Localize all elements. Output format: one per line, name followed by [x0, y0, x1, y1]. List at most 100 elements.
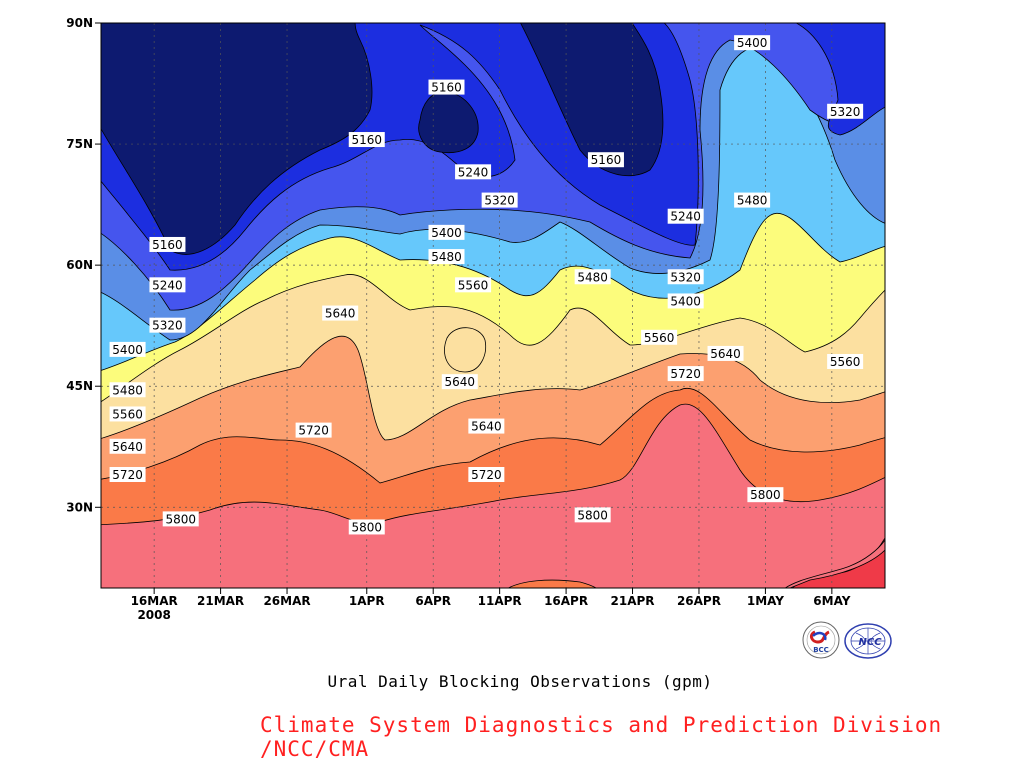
band-5560-5640-cell [444, 327, 487, 373]
plot-frame [100, 22, 886, 589]
contour-label-text: 5640 [445, 375, 476, 389]
contour-label-box [109, 341, 146, 357]
contour-label-text: 5800 [165, 512, 196, 526]
contour-label: 5400 [109, 341, 146, 357]
contour-label-box [734, 192, 771, 208]
contour-label-box [574, 269, 611, 285]
contour-label: 5480 [428, 249, 465, 264]
x-tick-label: 26MAR [263, 594, 310, 608]
contour-label-box [827, 354, 864, 369]
contour-label-text: 5800 [577, 508, 608, 522]
contour-label-box [428, 79, 465, 95]
contour-label: 5320 [149, 317, 186, 333]
contour-label-text: 5720 [670, 367, 701, 381]
ncc-logo: NCC [844, 623, 892, 659]
contour-label: 5640 [707, 345, 744, 361]
contour-label: 5160 [348, 132, 385, 148]
x-tick-label: 11APR [478, 594, 522, 608]
contour-label-text: 5160 [591, 153, 622, 167]
x-tick-label: 16MAR [131, 594, 178, 608]
contour-label-box [295, 422, 332, 438]
contour-label: 5560 [109, 406, 146, 422]
contour-label-text: 5640 [710, 347, 741, 361]
contour-label-box [667, 208, 704, 224]
band-below-5160 [101, 23, 373, 255]
contour-label-text: 5480 [737, 194, 768, 208]
contour-label: 5560 [641, 329, 678, 345]
band-5880-margin [784, 539, 885, 588]
contour-label-text: 5800 [351, 520, 382, 534]
contour-label-text: 5640 [325, 307, 356, 321]
contour-label-box [455, 164, 492, 180]
contour-label-text: 5240 [670, 210, 701, 224]
contour-label: 5560 [827, 354, 864, 369]
contour-label-box [747, 487, 784, 503]
band-5720-5800-spot [507, 579, 597, 588]
contour-label-box [455, 277, 492, 293]
ncc-logo-text: NCC [858, 637, 882, 648]
contour-label-text: 5720 [471, 468, 502, 482]
contour-label-text: 5720 [112, 468, 143, 482]
contour-label-box [827, 103, 864, 119]
contour-label: 5480 [574, 269, 611, 285]
contour-label: 5800 [162, 511, 199, 527]
contour-label: 5240 [667, 208, 704, 224]
x-tick-label: 1APR [349, 594, 385, 608]
contour-label-box [468, 467, 505, 482]
contour-label-text: 5640 [471, 420, 502, 434]
x-tick-label: 6APR [415, 594, 451, 608]
y-tick-label: 90N [66, 16, 93, 30]
contour-label-text: 5640 [112, 440, 143, 454]
contour-label: 5400 [667, 293, 704, 309]
contour-label-text: 5160 [431, 81, 462, 95]
credit-line: Climate System Diagnostics and Predictio… [260, 713, 943, 761]
y-tick-label: 60N [66, 258, 93, 272]
contour-label: 5320 [667, 269, 704, 285]
contour-label-text: 5720 [298, 424, 329, 438]
x-tick-label: 26APR [677, 594, 721, 608]
contour-label: 5480 [109, 382, 146, 398]
contour-label-box [149, 236, 186, 252]
contour-label: 5480 [734, 192, 771, 208]
y-tick-label: 45N [66, 379, 93, 393]
contour-label-text: 5560 [830, 355, 861, 369]
contour-label: 5560 [455, 277, 492, 293]
contour-label-text: 5320 [830, 105, 861, 119]
contour-label-text: 5480 [577, 270, 608, 284]
contour-labels: 5160 5240 5320 5400 5480 5560 5640 5720 5800 5640… [109, 35, 864, 535]
contour-label-box [481, 192, 518, 208]
contour-label-text: 5160 [152, 238, 183, 252]
contour-label: 5160 [149, 236, 186, 252]
contour-label: 5320 [827, 103, 864, 119]
bcc-logo-text: BCC [813, 646, 829, 654]
contour-label-text: 5560 [644, 331, 675, 345]
contour-label-text: 5320 [484, 194, 515, 208]
contour-label-text: 5400 [670, 294, 701, 308]
contour-label-text: 5160 [351, 133, 382, 147]
contour-label-box [348, 132, 385, 148]
contour-label-box [149, 317, 186, 333]
contour-label: 5160 [428, 79, 465, 95]
contour-label-box [667, 366, 704, 382]
contour-label-text: 5480 [431, 250, 462, 264]
contour-label: 5400 [734, 35, 771, 51]
contour-label: 5800 [348, 519, 385, 535]
x-tick-label: 16APR [544, 594, 588, 608]
x-tick-label: 6MAY [813, 594, 850, 608]
chart-caption: Ural Daily Blocking Observations (gpm) [327, 672, 713, 691]
contour-label-box [428, 224, 465, 240]
contour-label: 5240 [455, 164, 492, 180]
contour-label-box [149, 277, 186, 293]
contour-label-box [667, 269, 704, 285]
x-tick-label: 1MAY [747, 594, 784, 608]
contour-label: 5720 [109, 467, 146, 482]
contour-label-box [468, 418, 505, 434]
contour-label-box [441, 374, 478, 390]
contour-label-text: 5320 [152, 319, 183, 333]
x-tick-label: 2008 [137, 608, 170, 622]
contour-label: 5640 [468, 418, 505, 434]
contour-label-box [162, 511, 199, 527]
contour-bands [101, 23, 885, 588]
